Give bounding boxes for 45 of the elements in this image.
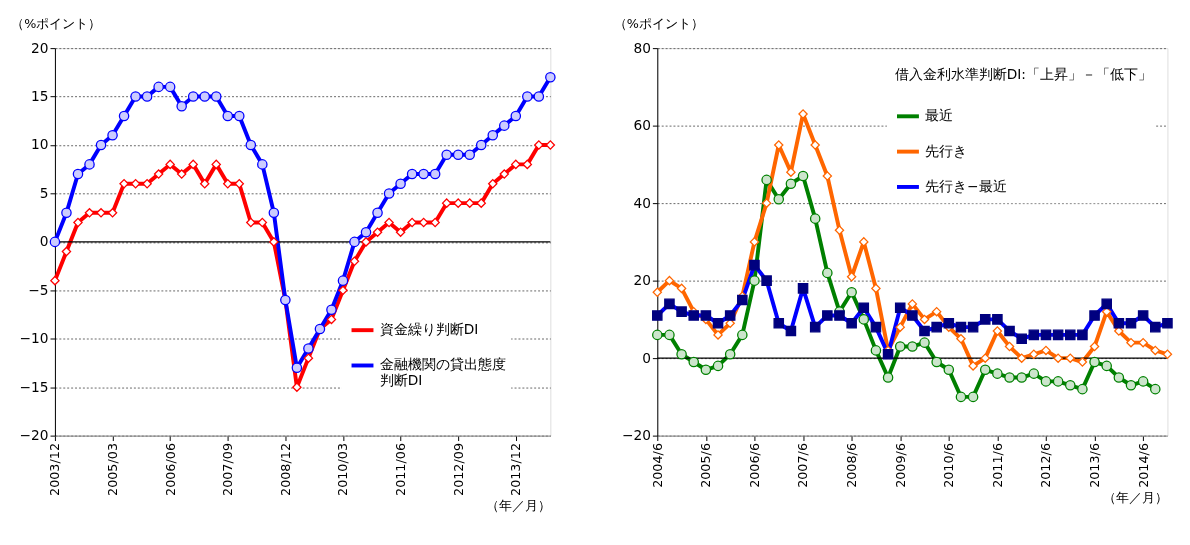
x-tick-label: 2005/6 <box>698 442 714 488</box>
x-tick-label: 2007/09 <box>220 442 236 496</box>
y-tick-label: 0 <box>642 349 651 366</box>
x-tick-label: 2012/6 <box>1038 442 1054 488</box>
y-tick-label: 10 <box>31 136 49 153</box>
x-tick-label: 2003/12 <box>47 442 63 496</box>
legend-label: 資金繰り判断DI <box>379 321 479 338</box>
y-tick-label: 15 <box>31 87 49 104</box>
y-tick-label: −10 <box>19 330 49 347</box>
y-axis-title: （%ポイント） <box>11 16 102 32</box>
y-tick-label: 0 <box>39 233 49 250</box>
legend-label: 最近 <box>925 107 954 124</box>
y-tick-label: 20 <box>633 272 651 289</box>
y-tick-label: 5 <box>39 184 49 201</box>
y-tick-label: 80 <box>633 39 651 56</box>
y-tick-label: 60 <box>633 117 651 134</box>
y-tick-label: −20 <box>19 427 49 444</box>
x-tick-label: 2008/6 <box>844 442 860 488</box>
x-tick-label: 2014/6 <box>1135 442 1151 488</box>
legend-label: 先行き <box>925 142 968 159</box>
x-tick-label: 2006/06 <box>162 442 178 496</box>
y-tick-label: 40 <box>633 194 651 211</box>
x-tick-label: 2010/6 <box>941 442 957 488</box>
x-tick-label: 2008/12 <box>277 442 293 496</box>
x-tick-label: 2013/12 <box>508 442 524 496</box>
x-tick-label: 2009/6 <box>892 442 908 488</box>
legend-label: 先行き−最近 <box>925 177 1007 194</box>
x-tick-label: 2004/6 <box>649 442 665 488</box>
x-tick-label: 2006/6 <box>746 442 762 488</box>
x-axis-title: （年／月） <box>485 497 551 513</box>
x-tick-label: 2010/03 <box>335 442 351 496</box>
legend-title: 借入金利水準判断DI:「上昇」－「低下」 <box>894 65 1152 82</box>
x-tick-label: 2013/6 <box>1086 442 1102 488</box>
x-tick-label: 2005/03 <box>104 442 120 496</box>
y-tick-label: −5 <box>28 281 49 298</box>
y-tick-label: 20 <box>31 39 49 56</box>
x-tick-label: 2012/09 <box>450 442 466 496</box>
y-tick-label: −20 <box>621 427 651 444</box>
x-tick-label: 2011/6 <box>989 442 1005 488</box>
legend-label: 金融機関の貸出態度判断DI <box>379 356 506 389</box>
y-tick-label: −15 <box>19 378 49 395</box>
x-tick-label: 2007/6 <box>795 442 811 488</box>
x-tick-label: 2011/06 <box>393 442 408 496</box>
x-axis-title: （年／月） <box>1102 489 1168 505</box>
y-axis-title: （%ポイント） <box>613 16 704 32</box>
